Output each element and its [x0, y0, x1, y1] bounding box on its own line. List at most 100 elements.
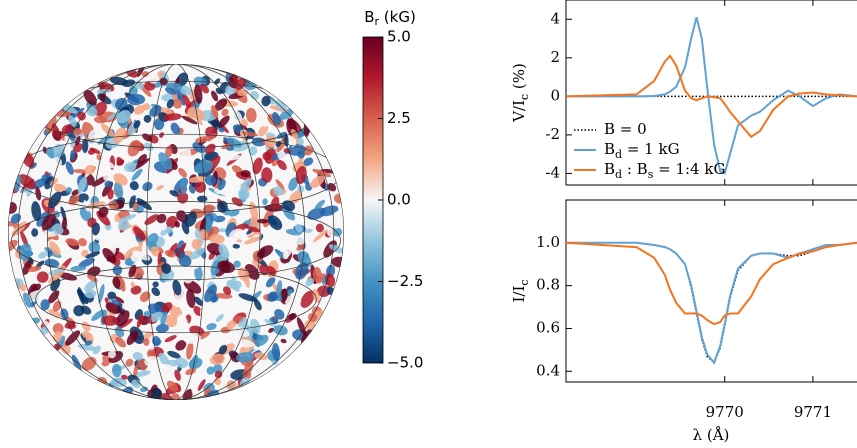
surface-spot: [213, 363, 223, 374]
surface-spot: [312, 267, 322, 283]
y-tick-label: 1.0: [536, 233, 560, 251]
surface-spot: [185, 368, 197, 376]
surface-spot: [136, 313, 144, 328]
surface-spot: [166, 99, 174, 109]
surface-spot: [327, 228, 335, 237]
legend-label-part: B: [604, 160, 615, 178]
surface-spot: [254, 299, 262, 311]
surface-spot: [174, 221, 180, 228]
surface-spot: [304, 228, 313, 233]
surface-spot: [221, 154, 242, 161]
y-axis-label-part: c: [518, 94, 531, 100]
surface-spot: [121, 302, 132, 311]
surface-spot: [175, 72, 189, 88]
surface-spot: [142, 338, 150, 346]
surface-spot: [275, 179, 285, 191]
surface-spot: [77, 176, 88, 194]
y-axis-label: I/Ic: [510, 279, 531, 302]
surface-spot: [133, 120, 141, 129]
surface-spot: [186, 341, 194, 360]
surface-spot: [127, 139, 141, 157]
surface-spot: [70, 149, 76, 161]
surface-spot: [150, 246, 160, 257]
surface-spot: [181, 115, 198, 125]
surface-spot: [170, 161, 178, 171]
plot-frame: [565, 199, 857, 383]
surface-spot: [174, 369, 181, 381]
surface-spot: [312, 168, 332, 178]
surface-spot: [175, 357, 189, 369]
surface-spot: [297, 150, 305, 159]
surface-spot: [129, 181, 139, 191]
surface-spot: [137, 154, 147, 165]
surface-spot: [94, 235, 113, 242]
surface-spot: [165, 87, 177, 95]
surface-spot: [117, 318, 133, 330]
surface-spot: [232, 243, 241, 249]
surface-spot: [240, 131, 247, 143]
surface-spot: [236, 352, 255, 363]
surface-spot: [217, 200, 228, 213]
surface-spot: [132, 351, 143, 361]
surface-spot: [331, 256, 344, 268]
x-axis-label: λ (Å): [693, 426, 730, 444]
y-tick-label: 4: [550, 9, 560, 27]
surface-spot: [68, 115, 78, 128]
surface-spot: [27, 266, 42, 272]
surface-spot: [159, 132, 165, 138]
surface-spot: [214, 340, 220, 353]
surface-spot: [204, 284, 217, 303]
y-tick-label: 0.4: [536, 361, 560, 379]
y-tick-label: -2: [545, 125, 560, 143]
surface-spot: [81, 249, 89, 258]
surface-spot: [282, 200, 296, 212]
surface-spot: [111, 363, 122, 378]
surface-spot: [49, 241, 61, 256]
surface-spot: [84, 289, 97, 299]
surface-spot: [88, 241, 101, 254]
colorbar-tick-label: 2.5: [387, 109, 411, 127]
surface-spot: [48, 309, 62, 318]
surface-spot: [78, 238, 87, 247]
surface-spot: [61, 217, 67, 230]
y-tick-label: 0: [550, 86, 560, 104]
surface-spot: [210, 105, 219, 119]
surface-spot: [252, 157, 263, 175]
surface-spot: [331, 211, 342, 229]
latitude-line: [11, 201, 341, 281]
surface-spot: [221, 108, 229, 117]
surface-spot: [178, 167, 188, 178]
surface-spot: [138, 379, 158, 388]
surface-spot: [209, 353, 225, 365]
surface-spot: [152, 281, 159, 288]
surface-spot: [179, 85, 192, 96]
surface-spot: [22, 292, 32, 308]
legend-label-part: s: [648, 168, 654, 181]
surface-spot: [189, 247, 205, 260]
surface-spot: [232, 315, 243, 323]
legend-label: B = 0: [604, 120, 647, 138]
surface-spot: [194, 84, 203, 104]
surface-spot: [229, 109, 243, 123]
series-line: [566, 242, 857, 364]
surface-spot: [115, 310, 130, 327]
latitude-line: [35, 265, 317, 334]
surface-spot: [186, 289, 196, 308]
surface-spot: [86, 106, 98, 117]
surface-spot: [258, 124, 269, 137]
surface-spot: [218, 243, 229, 258]
surface-spot: [266, 360, 272, 368]
surface-spot: [52, 330, 63, 343]
surface-spot: [116, 156, 124, 166]
surface-spot: [233, 260, 241, 268]
surface-spot: [151, 176, 162, 185]
surface-spot: [157, 251, 162, 265]
surface-spot: [111, 299, 121, 306]
surface-spot: [31, 201, 42, 221]
surface-spot: [250, 318, 261, 335]
surface-spot: [217, 179, 226, 191]
surface-spot: [172, 279, 182, 296]
surface-spot: [165, 314, 178, 328]
